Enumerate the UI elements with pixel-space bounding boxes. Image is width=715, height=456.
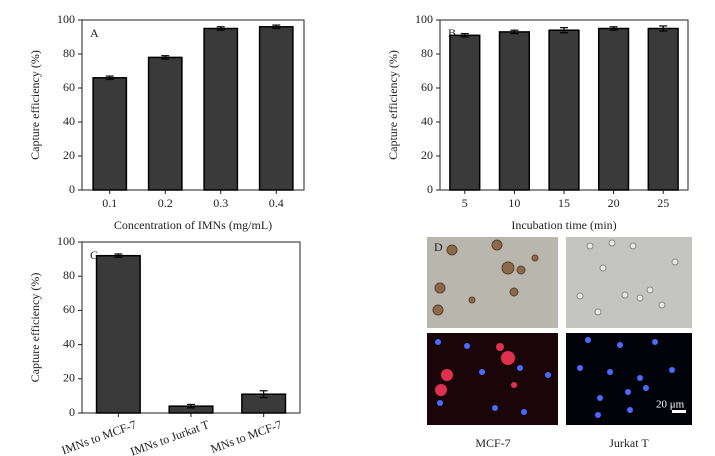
scale-bar-label: 20 μm	[656, 399, 685, 411]
y-tick-label: 100	[57, 234, 75, 248]
x-tick-label: 15	[558, 196, 570, 210]
y-tick-label: 100	[415, 12, 433, 26]
x-tick-label: 10	[508, 196, 520, 210]
x-tick-label: 0.2	[158, 196, 173, 210]
y-tick-label: 40	[63, 114, 75, 128]
x-axis-label: Concentration of IMNs (mg/mL)	[114, 218, 272, 232]
bar	[258, 26, 294, 191]
microscopy-panel: 20 μm D MCF-7 Jurkat T	[427, 237, 692, 450]
bar	[498, 31, 531, 191]
x-tick-label: 0.4	[269, 196, 284, 210]
panel-label: C	[90, 248, 98, 262]
bar	[95, 254, 141, 414]
cells	[576, 239, 679, 316]
x-tick-label: MNs to MCF-7	[209, 417, 284, 456]
scale-bar	[672, 410, 686, 413]
cells	[432, 239, 539, 316]
bar	[203, 27, 239, 191]
x-tick-label: IMNs to Jurkat T	[128, 417, 211, 456]
bar	[597, 27, 630, 191]
panel-label: D	[434, 240, 443, 254]
y-tick-label: 100	[57, 12, 75, 26]
column-label: Jurkat T	[609, 436, 649, 450]
column-label: MCF-7	[475, 436, 510, 450]
y-tick-label: 0	[69, 405, 75, 419]
x-axis-label: Incubation time (min)	[511, 218, 616, 232]
cells	[435, 343, 517, 396]
image-jurkat-bright	[566, 237, 692, 328]
y-tick-label: 40	[63, 336, 75, 350]
x-tick-label: 0.1	[102, 196, 117, 210]
x-tick-label: 5	[462, 196, 468, 210]
y-tick-label: 60	[63, 302, 75, 316]
x-tick-label: 0.3	[213, 196, 228, 210]
y-axis-label: Capture efficiency (%)	[386, 50, 400, 160]
plot-frame	[81, 19, 305, 191]
y-tick-label: 80	[63, 46, 75, 60]
x-tick-label: 20	[608, 196, 620, 210]
x-tick-label: IMNs to MCF-7	[60, 417, 139, 456]
y-tick-label: 20	[421, 148, 433, 162]
y-tick-label: 20	[63, 371, 75, 385]
y-tick-label: 60	[421, 80, 433, 94]
bar	[449, 34, 481, 191]
y-tick-label: 0	[69, 182, 75, 196]
y-tick-label: 0	[427, 182, 433, 196]
bar	[647, 27, 679, 191]
y-tick-label: 80	[421, 46, 433, 60]
y-tick-label: 20	[63, 148, 75, 162]
panel-label: B	[448, 26, 456, 40]
x-tick-label: 25	[657, 196, 669, 210]
y-tick-label: 80	[63, 268, 75, 282]
y-tick-label: 40	[421, 114, 433, 128]
y-tick-label: 60	[63, 80, 75, 94]
y-axis-label: Capture efficiency (%)	[28, 273, 42, 383]
bar	[147, 56, 183, 191]
y-axis-label: Capture efficiency (%)	[28, 50, 42, 160]
panel-label: A	[90, 26, 99, 40]
bar	[92, 77, 128, 191]
cells	[435, 337, 675, 418]
bar	[548, 29, 580, 191]
